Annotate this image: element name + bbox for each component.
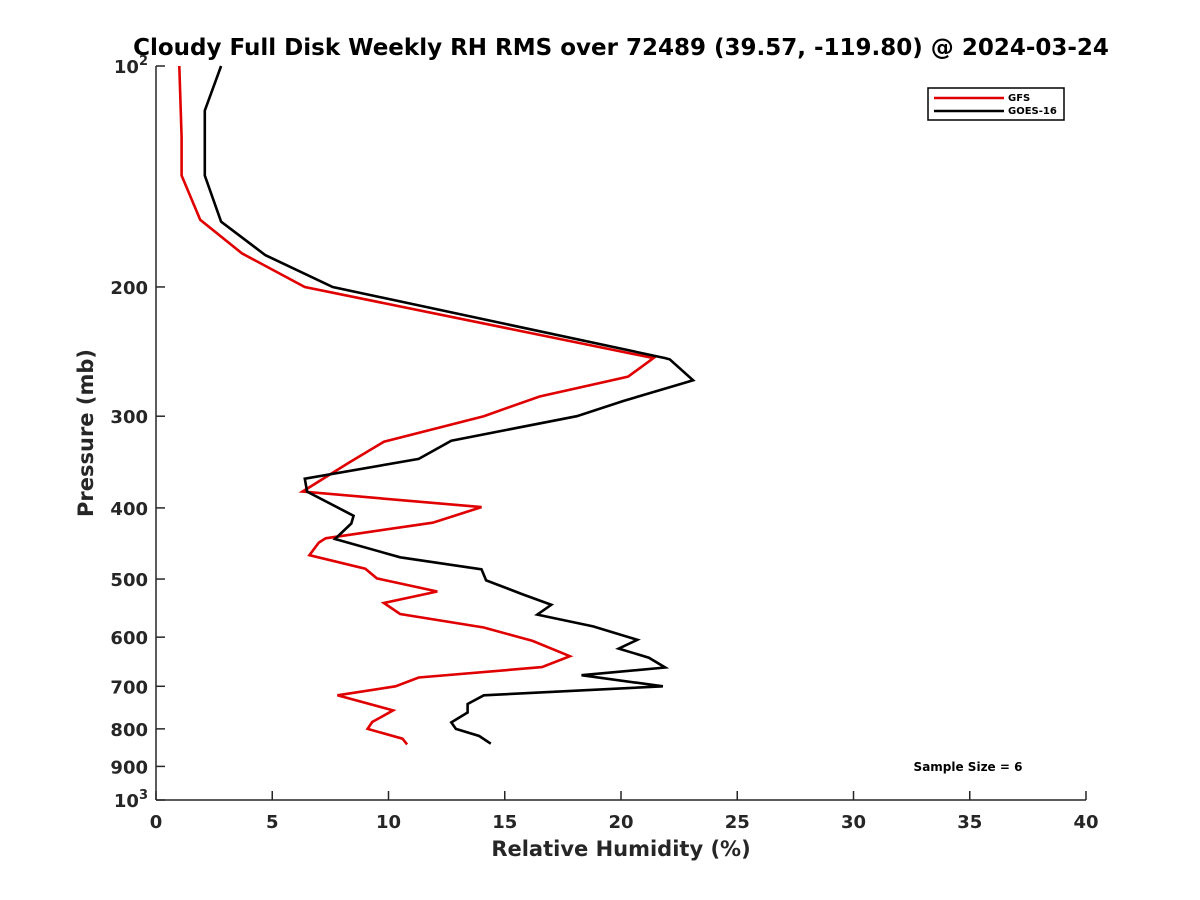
plot-area bbox=[156, 66, 1086, 800]
x-tick-label: 25 bbox=[725, 812, 750, 833]
series-layer bbox=[178, 65, 696, 746]
legend-label-goes16: GOES-16 bbox=[1008, 106, 1057, 117]
chart-title: Cloudy Full Disk Weekly RH RMS over 7248… bbox=[133, 35, 1109, 61]
y-tick-label: 700 bbox=[110, 677, 148, 698]
sample-size-annotation: Sample Size = 6 bbox=[914, 760, 1023, 774]
y-tick-label: 200 bbox=[110, 278, 148, 299]
x-tick-label: 30 bbox=[841, 812, 866, 833]
y-axis-label: Pressure (mb) bbox=[74, 349, 98, 517]
x-tick-label: 10 bbox=[376, 812, 401, 833]
x-tick-label: 5 bbox=[266, 812, 279, 833]
y-tick-label: 900 bbox=[110, 757, 148, 778]
y-tick-label: 500 bbox=[110, 570, 148, 591]
series-line-goes16 bbox=[203, 65, 696, 745]
y-axis: 102 200 300 400 500 600 700 800 900 103 bbox=[110, 54, 165, 812]
x-tick-label: 15 bbox=[492, 812, 517, 833]
x-axis: 0 5 10 15 20 25 30 35 40 bbox=[150, 791, 1099, 833]
y-tick-label: 300 bbox=[110, 407, 148, 428]
y-tick-label: 600 bbox=[110, 628, 148, 649]
x-axis-label: Relative Humidity (%) bbox=[491, 837, 750, 861]
legend: GFS GOES-16 bbox=[927, 87, 1065, 121]
y-tick-label: 400 bbox=[110, 499, 148, 520]
y-tick-label: 102 bbox=[114, 54, 148, 78]
x-tick-label: 40 bbox=[1073, 812, 1098, 833]
x-tick-label: 20 bbox=[608, 812, 633, 833]
y-tick-label: 800 bbox=[110, 720, 148, 741]
y-tick-label: 103 bbox=[114, 788, 148, 812]
x-tick-label: 35 bbox=[957, 812, 982, 833]
series-line-gfs bbox=[178, 65, 657, 746]
legend-box bbox=[927, 87, 1065, 121]
legend-label-gfs: GFS bbox=[1008, 93, 1030, 104]
x-tick-label: 0 bbox=[150, 812, 163, 833]
